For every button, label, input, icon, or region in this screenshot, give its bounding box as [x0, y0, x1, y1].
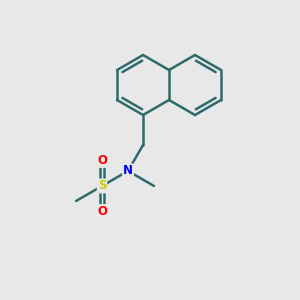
Text: O: O: [97, 205, 107, 218]
Text: O: O: [97, 154, 107, 167]
Text: S: S: [98, 179, 106, 193]
Text: N: N: [123, 164, 133, 178]
